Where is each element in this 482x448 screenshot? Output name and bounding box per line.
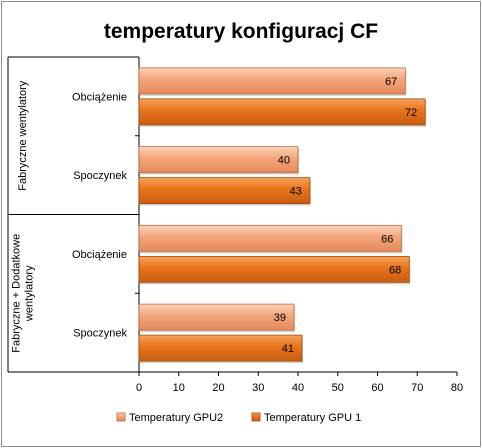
data-label: 40 [278, 155, 290, 167]
x-tick-label: 60 [371, 382, 383, 394]
category-label: Obciążenie [72, 91, 127, 103]
legend-label: Temperatury GPU2 [129, 412, 223, 424]
data-label: 72 [405, 107, 417, 119]
bar-gpu2 [138, 67, 406, 95]
data-label: 66 [381, 233, 393, 245]
legend: Temperatury GPU2 Temperatury GPU 1 [116, 412, 361, 424]
labels-layer: 67 72 40 43 66 68 39 41 Obciążenie Spoczynek Obcią… [11, 76, 418, 355]
bar-gpu1 [138, 334, 303, 362]
x-tick-label: 50 [332, 382, 344, 394]
category-label: Spoczynek [73, 170, 127, 182]
x-tick-label: 10 [173, 382, 185, 394]
group-label: Fabryczne wentylatory [17, 80, 29, 191]
x-tick-label: 70 [411, 382, 423, 394]
legend-swatch-gpu2 [116, 412, 126, 422]
chart-title: temperatury konfiguracj CF [104, 20, 378, 43]
category-label: Spoczynek [73, 328, 127, 340]
data-label: 39 [274, 312, 286, 324]
x-tick-label: 20 [212, 382, 224, 394]
group-label: Fabryczne + Dodatkowewentylatory [11, 234, 36, 353]
bar-gpu1 [138, 177, 311, 205]
bar-gpu2 [138, 224, 402, 252]
x-tick-label: 0 [136, 382, 142, 394]
bar-gpu2 [138, 146, 299, 174]
bar-gpu2 [138, 303, 295, 331]
x-tick-label: 40 [292, 382, 304, 394]
category-label: Obciążenie [72, 249, 127, 261]
bar-gpu1 [138, 98, 426, 126]
x-tick-label: 80 [451, 382, 463, 394]
data-label: 43 [290, 186, 302, 198]
group-label-line: Fabryczne + Dodatkowe [11, 234, 23, 353]
x-tick-label: 30 [252, 382, 264, 394]
data-label: 67 [385, 76, 397, 88]
bar-gpu1 [138, 255, 410, 283]
group-label-line: Fabryczne wentylatory [17, 80, 29, 191]
bars-layer [138, 67, 427, 364]
data-label: 68 [389, 264, 401, 276]
legend-label: Temperatury GPU 1 [264, 412, 361, 424]
data-label: 41 [282, 343, 294, 355]
group-label-line: wentylatory [24, 265, 36, 322]
legend-swatch-gpu1 [251, 412, 261, 422]
